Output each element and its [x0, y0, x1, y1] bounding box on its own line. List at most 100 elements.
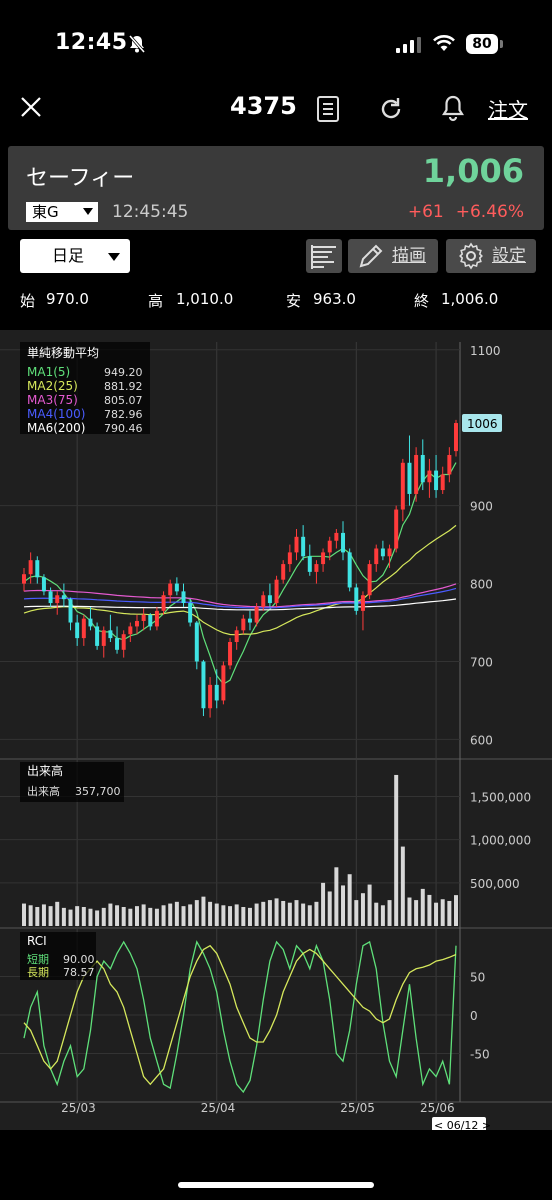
volume-bar: [194, 900, 199, 926]
candle-body: [254, 606, 259, 623]
volume-bar: [55, 901, 60, 926]
candle-body: [327, 540, 332, 553]
candle-body: [241, 618, 246, 631]
volume-tick-label: 1,500,000: [470, 791, 531, 805]
candle-body: [314, 564, 319, 572]
volume-bar: [367, 884, 372, 926]
bell-icon[interactable]: [440, 94, 466, 122]
candle-body: [307, 556, 312, 572]
ma-legend-value: 790.46: [104, 422, 143, 435]
volume-bar: [261, 901, 266, 926]
close-icon[interactable]: [18, 94, 44, 120]
ma-legend-name: MA2(25): [27, 379, 78, 393]
volume-bar: [427, 894, 432, 926]
status-bar: 12:45 80: [0, 0, 552, 80]
period-select[interactable]: 日足: [20, 239, 130, 273]
last-price-badge: [462, 414, 502, 433]
market-select[interactable]: 東G: [26, 202, 98, 222]
price-tick-label: 900: [470, 500, 493, 514]
volume-bar: [394, 774, 399, 926]
change-percent: +6.46%: [455, 202, 524, 222]
volume-bar: [221, 905, 226, 926]
price-change: +61 +6.46%: [408, 202, 524, 222]
candle-body: [261, 595, 266, 607]
ohlc-row: 始 970.0 高 1,010.0 安 963.0 終 1,006.0: [0, 288, 552, 310]
ma2-line: [23, 524, 457, 636]
volume-bar: [341, 885, 346, 926]
gear-icon: [459, 242, 483, 270]
open-value: 970.0: [46, 290, 89, 308]
candle-body: [367, 564, 372, 596]
candle-body: [334, 532, 339, 541]
candle-body: [188, 603, 193, 623]
x-tick-label: 25/05: [340, 1101, 375, 1115]
draw-button[interactable]: 描画: [348, 239, 438, 273]
candle-body: [407, 462, 412, 494]
volume-bar: [327, 891, 332, 926]
x-tick-label: 25/06: [420, 1101, 455, 1115]
volume-bar: [307, 905, 312, 926]
volume-bar: [168, 903, 173, 926]
volume-bar: [68, 909, 73, 926]
top-nav: 4375 注文: [0, 80, 552, 138]
candle-body: [101, 630, 106, 646]
candle-body: [108, 630, 113, 639]
volume-bar: [294, 900, 299, 926]
settings-button[interactable]: 設定: [446, 239, 536, 273]
candle-body: [128, 626, 133, 635]
volume-bar: [188, 904, 193, 926]
candlestick-series: [22, 419, 458, 718]
market-label: 東G: [32, 203, 59, 221]
low-value: 963.0: [313, 290, 356, 308]
volume-bar: [161, 905, 166, 926]
high-label: 高: [148, 292, 164, 310]
high-value: 1,010.0: [176, 290, 234, 308]
candle-body: [194, 622, 199, 662]
volume-legend-value: 357,700: [75, 785, 121, 798]
battery-nub: [500, 40, 503, 48]
candle-body: [148, 614, 153, 627]
document-icon[interactable]: [316, 96, 340, 122]
candle-body: [22, 574, 26, 584]
x-tick-label: 25/03: [61, 1101, 96, 1115]
ma6-line: [23, 598, 457, 611]
volume-bar: [214, 903, 219, 926]
stock-code: 4375: [230, 92, 297, 120]
volume-bar: [181, 906, 186, 926]
rci-legend-value: 90.00: [63, 953, 95, 966]
candle-body: [68, 599, 73, 623]
chart-toolbar: 日足 描画 設定: [0, 236, 552, 280]
price-tick-label: 800: [470, 578, 493, 592]
refresh-icon[interactable]: [378, 96, 404, 122]
home-indicator: [178, 1182, 374, 1188]
candle-body: [274, 579, 279, 604]
ma-legend-value: 881.92: [104, 380, 143, 393]
stock-chart[interactable]: 1100 900 800 700 600 1006 1,500,000 1,000,000 50…: [0, 330, 552, 1133]
chart-area[interactable]: 1100 900 800 700 600 1006 1,500,000 1,000,000 50…: [0, 330, 552, 1133]
bell-off-icon: [128, 35, 146, 53]
candle-body: [41, 577, 46, 592]
volume-bar: [360, 893, 365, 926]
candle-body: [281, 564, 286, 580]
volume-bar: [387, 900, 392, 926]
volume-bar: [28, 905, 33, 926]
candle-body: [341, 532, 346, 553]
candle-body: [234, 630, 239, 643]
price-tick-label: 600: [470, 733, 493, 747]
last-price-label: 1006: [467, 417, 498, 431]
ma3-line: [23, 583, 457, 608]
indicator-list-button[interactable]: [306, 239, 342, 273]
volume-bar: [374, 902, 379, 926]
volume-bar: [228, 906, 233, 926]
status-time: 12:45: [55, 30, 128, 55]
ma-legend-value: 949.20: [104, 366, 143, 379]
ma-legend-value: 782.96: [104, 408, 143, 421]
open-label: 始: [20, 292, 36, 310]
candle-body: [387, 548, 392, 557]
volume-bar: [380, 905, 385, 926]
order-link[interactable]: 注文: [488, 98, 528, 122]
candle-body: [374, 548, 379, 565]
change-value: +61: [407, 202, 444, 222]
candle-body: [35, 560, 40, 578]
ma-legend-title: 単純移動平均: [27, 346, 99, 360]
